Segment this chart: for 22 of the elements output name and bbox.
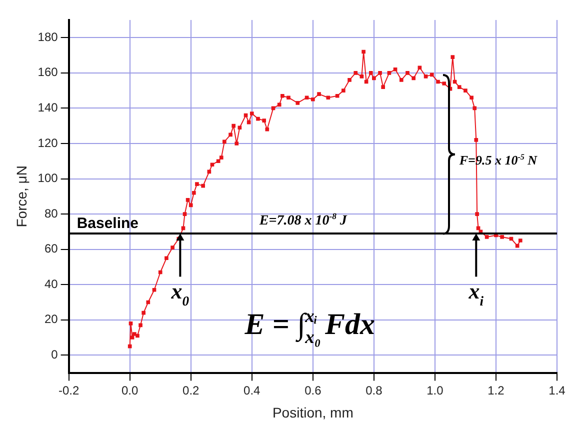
x-axis-title: Position, mm — [272, 404, 354, 420]
x-tick-label: 0.8 — [366, 383, 383, 398]
x-tick-label: -0.2 — [58, 383, 80, 398]
y-tick-label: 180 — [38, 30, 58, 44]
y-tick-label: 20 — [44, 312, 58, 326]
y-tick-label: 160 — [38, 65, 58, 80]
y-tick-label: 140 — [38, 100, 58, 115]
x-tick-label: 1.0 — [426, 383, 444, 398]
y-tick-label: 40 — [44, 276, 58, 291]
x-tick-label: 0.6 — [304, 383, 322, 398]
y-tick-label: 120 — [38, 136, 58, 150]
y-tick-label: 60 — [44, 242, 58, 256]
y-tick-label: 100 — [38, 171, 58, 186]
ref-line-label: Baseline — [76, 215, 139, 232]
x-tick-label: 0.4 — [244, 383, 261, 398]
y-tick-label: 0 — [51, 347, 58, 362]
x-tick-label: 1.2 — [488, 383, 505, 398]
x-tick-label: 1.4 — [548, 383, 566, 398]
y-axis-title: Force, μN — [13, 166, 30, 228]
y-tick-label: 80 — [44, 206, 58, 220]
x-tick-label: 0.0 — [122, 383, 139, 398]
x-tick-label: 0.2 — [182, 383, 200, 398]
